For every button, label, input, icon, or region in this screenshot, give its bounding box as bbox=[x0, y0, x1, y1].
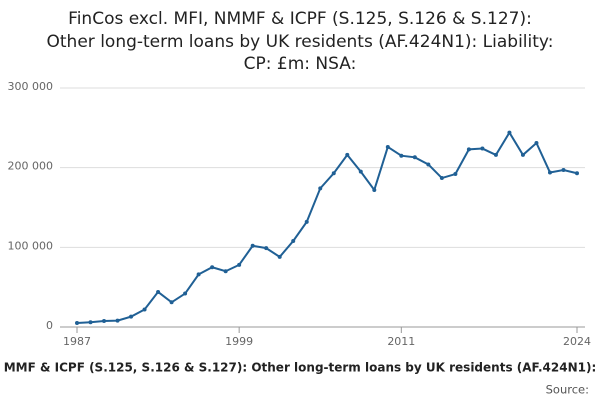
point bbox=[277, 254, 282, 259]
x-tick-label: 2024 bbox=[563, 335, 591, 348]
point bbox=[102, 319, 107, 324]
x-tick-label: 1999 bbox=[225, 335, 253, 348]
point bbox=[372, 187, 377, 192]
point bbox=[264, 246, 269, 251]
chart-title: CP: £m: NSA: bbox=[244, 54, 357, 74]
point bbox=[210, 265, 215, 270]
point bbox=[250, 243, 255, 248]
point bbox=[291, 238, 296, 243]
point bbox=[575, 171, 579, 176]
point bbox=[75, 321, 79, 326]
chart-title: Other long-term loans by UK residents (A… bbox=[47, 32, 554, 52]
point bbox=[534, 140, 539, 145]
y-tick-label: 0 bbox=[46, 319, 53, 332]
point bbox=[520, 152, 525, 157]
point bbox=[345, 152, 350, 157]
point bbox=[439, 176, 444, 181]
point bbox=[399, 153, 404, 158]
x-tick-label: 1987 bbox=[63, 335, 91, 348]
point bbox=[466, 147, 471, 152]
y-tick-label: 100 000 bbox=[8, 239, 54, 252]
point bbox=[493, 152, 498, 157]
point bbox=[196, 272, 201, 277]
point bbox=[412, 155, 417, 160]
source: Source: bbox=[546, 383, 589, 397]
point bbox=[358, 169, 363, 174]
point bbox=[331, 171, 336, 176]
point bbox=[237, 262, 242, 267]
point bbox=[318, 186, 323, 191]
point bbox=[385, 144, 390, 149]
point bbox=[169, 300, 174, 305]
point bbox=[142, 307, 147, 312]
point bbox=[561, 168, 566, 173]
point bbox=[507, 130, 512, 135]
point bbox=[304, 219, 309, 224]
point bbox=[156, 289, 161, 294]
line bbox=[76, 130, 578, 325]
point bbox=[480, 146, 485, 151]
point bbox=[223, 269, 228, 274]
legend-entry: MMF & ICPF (S.125, S.126 & S.127): Other… bbox=[4, 361, 597, 375]
point bbox=[547, 170, 552, 175]
point bbox=[183, 291, 188, 296]
point bbox=[453, 172, 458, 177]
y-tick-label: 200 000 bbox=[8, 160, 54, 173]
point bbox=[426, 162, 431, 167]
y-tick-label: 300 000 bbox=[8, 80, 54, 93]
chart-title: FinCos excl. MFI, NMMF & ICPF (S.125, S.… bbox=[68, 9, 532, 29]
point bbox=[129, 314, 134, 319]
x-tick-label: 2011 bbox=[387, 335, 415, 348]
point bbox=[88, 320, 93, 325]
point bbox=[115, 318, 120, 323]
